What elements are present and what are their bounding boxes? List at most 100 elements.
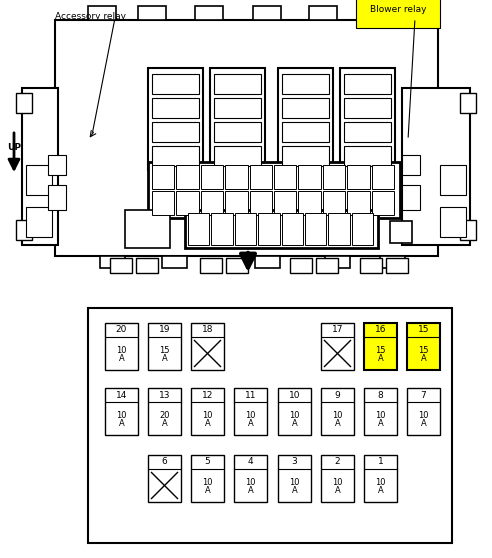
Bar (380, 256, 405, 268)
Text: A: A (119, 354, 124, 363)
Bar (26, 207, 52, 237)
Bar (195, 6, 223, 20)
Bar (177, 191, 199, 215)
Bar (347, 165, 369, 189)
Bar (360, 258, 382, 273)
Bar (214, 146, 261, 166)
Bar (200, 258, 222, 273)
Text: 10: 10 (289, 391, 300, 400)
Text: 15: 15 (418, 325, 429, 334)
Bar (390, 221, 412, 243)
Bar (136, 258, 158, 273)
Text: 10: 10 (289, 478, 300, 487)
Text: 2: 2 (335, 458, 340, 466)
Bar (407, 388, 440, 435)
Text: A: A (162, 419, 167, 428)
Bar (274, 191, 296, 215)
Text: 10: 10 (245, 411, 256, 420)
Text: 7: 7 (421, 391, 427, 400)
Text: A: A (378, 354, 383, 363)
Text: Blower relay: Blower relay (370, 5, 427, 14)
Bar (152, 122, 199, 142)
Bar (249, 165, 272, 189)
Bar (212, 213, 233, 245)
Text: 15: 15 (375, 346, 386, 355)
Bar (323, 165, 345, 189)
Text: 1: 1 (378, 458, 383, 466)
Bar (255, 256, 280, 268)
Bar (407, 323, 440, 370)
Text: A: A (119, 419, 124, 428)
Bar (386, 258, 408, 273)
Bar (305, 213, 326, 245)
Text: A: A (378, 419, 383, 428)
Bar (282, 146, 329, 166)
Bar (22, 30, 470, 262)
Bar (440, 207, 466, 237)
Text: 10: 10 (116, 346, 127, 355)
Bar (22, 88, 58, 245)
Bar (201, 165, 223, 189)
Text: 17: 17 (332, 325, 343, 334)
Bar (152, 165, 174, 189)
Bar (191, 323, 224, 370)
Bar (105, 323, 138, 370)
Bar (316, 258, 338, 273)
Bar (282, 74, 329, 94)
Text: A: A (247, 486, 253, 495)
Bar (364, 388, 397, 435)
Bar (253, 6, 281, 20)
Bar (352, 213, 373, 245)
Text: A: A (205, 419, 211, 428)
Bar (258, 213, 279, 245)
Bar (344, 74, 391, 94)
Bar (402, 185, 420, 210)
Bar (214, 98, 261, 118)
Bar (323, 191, 345, 215)
Bar (344, 146, 391, 166)
Text: 15: 15 (159, 346, 170, 355)
Bar (282, 98, 329, 118)
Bar (460, 220, 476, 240)
Text: A: A (247, 419, 253, 428)
Bar (225, 165, 247, 189)
Text: 9: 9 (335, 391, 340, 400)
Bar (55, 20, 438, 256)
Bar (148, 162, 400, 218)
Bar (148, 323, 181, 370)
Text: 10: 10 (245, 478, 256, 487)
Bar (185, 210, 378, 248)
Bar (282, 122, 329, 142)
Bar (16, 220, 32, 240)
Text: A: A (421, 419, 427, 428)
Bar (148, 455, 181, 502)
Text: 16: 16 (375, 325, 386, 334)
Text: 10: 10 (202, 411, 213, 420)
Text: 10: 10 (418, 411, 429, 420)
Text: A: A (378, 486, 383, 495)
Bar (138, 6, 166, 20)
Bar (105, 388, 138, 435)
Bar (16, 93, 32, 113)
Bar (210, 68, 265, 170)
Bar (321, 455, 354, 502)
Bar (290, 258, 312, 273)
Text: 11: 11 (245, 391, 256, 400)
Text: 6: 6 (162, 458, 167, 466)
Text: 13: 13 (159, 391, 170, 400)
Bar (148, 388, 181, 435)
Bar (299, 165, 321, 189)
Bar (328, 213, 350, 245)
Text: 19: 19 (159, 325, 170, 334)
Text: 10: 10 (116, 411, 127, 420)
Text: 18: 18 (202, 325, 213, 334)
Bar (364, 323, 397, 370)
Text: 4: 4 (247, 458, 253, 466)
Text: 3: 3 (292, 458, 297, 466)
Bar (347, 191, 369, 215)
Bar (177, 165, 199, 189)
Bar (402, 88, 470, 245)
Text: 10: 10 (375, 411, 386, 420)
Bar (152, 74, 199, 94)
Bar (362, 6, 390, 20)
